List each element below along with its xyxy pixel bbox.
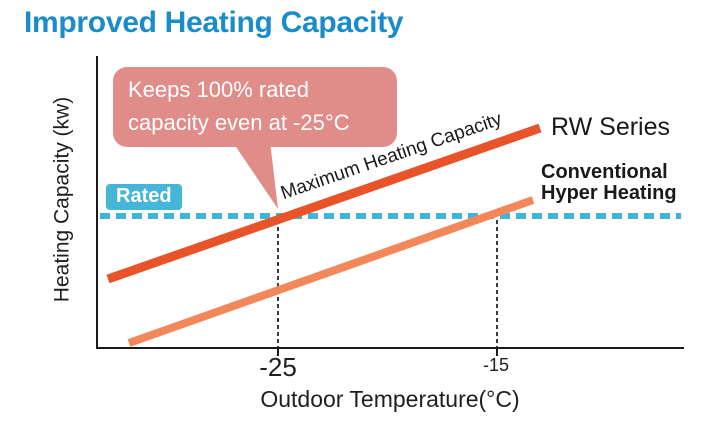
dashed-guide-minus-25 bbox=[277, 220, 279, 347]
page-title: Improved Heating Capacity bbox=[24, 6, 404, 39]
rw-series-line bbox=[106, 123, 542, 284]
conventional-legend-label: Conventional Hyper Heating bbox=[541, 162, 677, 204]
callout-text-line1: Keeps 100% rated bbox=[128, 77, 310, 102]
x-tick-label-minus-15: -15 bbox=[482, 355, 509, 375]
rw-series-legend-label: RW Series bbox=[551, 113, 671, 141]
conventional-legend-line1: Conventional bbox=[541, 161, 668, 183]
x-tick-minus-25 bbox=[277, 349, 279, 356]
dashed-guide-minus-15 bbox=[496, 220, 498, 347]
callout-tail bbox=[232, 141, 278, 209]
conventional-hyper-heating-line bbox=[127, 196, 535, 347]
rated-badge: Rated bbox=[106, 184, 182, 210]
conventional-legend-line2: Hyper Heating bbox=[541, 182, 677, 204]
x-axis-title: Outdoor Temperature(°C) bbox=[260, 386, 520, 412]
callout-text-line2: capacity even at -25°C bbox=[128, 110, 350, 135]
x-axis-line bbox=[96, 347, 684, 349]
callout-bubble: Keeps 100% rated capacity even at -25°C bbox=[113, 67, 397, 147]
y-axis-line bbox=[96, 56, 98, 348]
x-tick-label-minus-25: -25 bbox=[259, 352, 297, 382]
rated-reference-line bbox=[100, 213, 681, 219]
x-tick-minus-15 bbox=[496, 349, 498, 356]
